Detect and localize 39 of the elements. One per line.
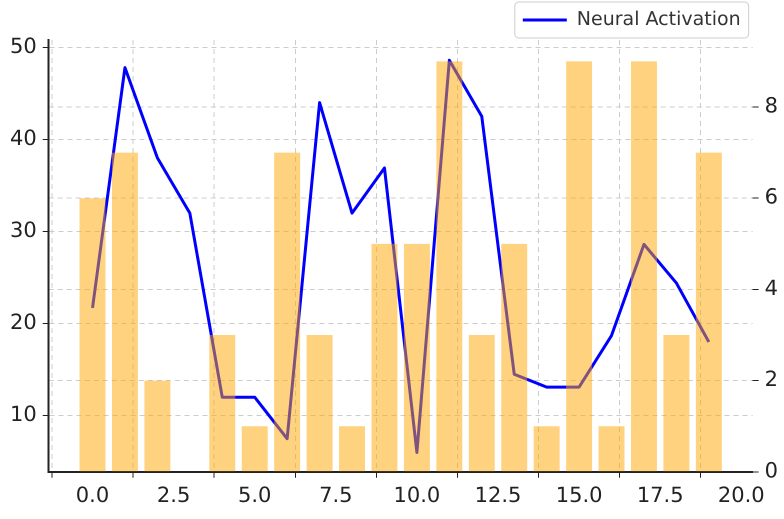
legend-label: Neural Activation [576,8,741,30]
bar [209,335,236,472]
y2-tick-label: 0 [764,458,778,482]
bar [112,152,138,472]
bar [534,426,560,472]
y-tick-label: 20 [10,310,37,334]
bar [371,244,398,472]
bar [501,244,528,472]
bar [339,426,365,472]
y2-tick-label: 4 [764,276,778,300]
x-tick-label: 17.5 [636,482,684,507]
x-tick-label: 2.5 [156,482,190,507]
x-tick-label: 0.0 [76,482,110,507]
bar [630,61,657,472]
x-tick-label: 7.5 [319,482,353,507]
bar [663,335,690,472]
y2-tick-label: 8 [764,93,778,118]
x-tick-label: 5.0 [238,482,272,507]
x-tick-label: 12.5 [474,482,522,507]
bar [566,61,592,472]
bar [468,335,495,472]
bar [144,380,170,472]
bar [404,244,430,472]
y-tick-label: 50 [10,34,37,58]
y2-tick-label: 6 [764,184,778,209]
y-tick-label: 30 [10,218,37,242]
y-tick-label: 10 [10,402,37,426]
bar [436,61,462,472]
y-tick-label: 40 [10,126,37,150]
bar [696,152,722,472]
x-tick-label: 15.0 [556,482,602,507]
x-tick-label: 20.0 [718,482,765,507]
x-tick-label: 10.0 [394,482,440,507]
y2-tick-label: 2 [764,367,778,392]
bar [306,335,333,472]
bar [598,426,625,472]
bar [80,198,106,472]
bar [242,426,268,472]
bar [274,152,300,472]
